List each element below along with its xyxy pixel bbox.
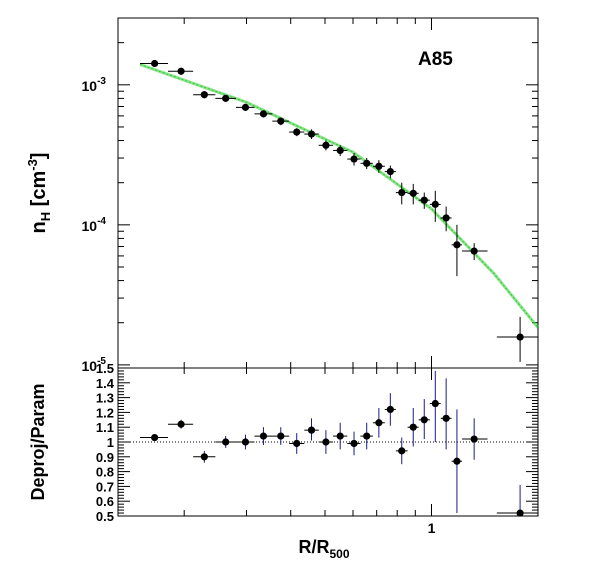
bottom-data-point [409, 423, 417, 431]
top-data-point [398, 188, 406, 197]
top-data-point [241, 103, 250, 111]
bottom-data-points [139, 370, 538, 517]
bottom-y-tick-label: 1.3 [96, 391, 114, 406]
top-data-point [200, 91, 208, 99]
top-y-tick-label-base: 10 [82, 358, 98, 374]
density-profile-panel: 10-310-410-5 A85 nH [cm-3] [25, 17, 540, 374]
bottom-data-point [363, 432, 371, 440]
cluster-annotation: A85 [418, 49, 453, 70]
top-y-tick-labels: 10-310-410-5 [82, 76, 107, 374]
top-y-tick-label: 10-4 [82, 216, 107, 234]
bottom-data-point [222, 438, 230, 446]
top-data-point [151, 59, 159, 68]
top-data-point [350, 155, 358, 163]
top-data-point [431, 200, 439, 208]
top-y-tick-label-base: 10 [82, 78, 98, 94]
y-label-sub: H [38, 212, 53, 221]
bottom-y-axis-label: Deproj/Param [28, 383, 48, 500]
top-data-point [177, 67, 185, 75]
bottom-data-point [277, 432, 285, 440]
bottom-data-point [200, 453, 208, 461]
bottom-data-point [293, 439, 301, 448]
top-data-point [363, 159, 371, 167]
top-data-point [375, 162, 383, 170]
bottom-x-tick-label: 1 [428, 520, 436, 536]
bottom-data-point [470, 435, 478, 443]
top-data-point [470, 247, 478, 255]
bottom-y-tick-label: 0.7 [96, 479, 114, 494]
bottom-data-point [336, 432, 344, 440]
bottom-data-point [375, 419, 383, 427]
bottom-data-point [386, 405, 394, 414]
bottom-data-point [350, 439, 358, 448]
bottom-data-point [442, 414, 450, 422]
bottom-data-point [151, 433, 159, 442]
top-y-tick-label: 10-5 [82, 356, 107, 374]
top-data-point [453, 241, 461, 249]
y-label-unit-open: [cm [28, 171, 50, 212]
bottom-data-point [241, 438, 250, 446]
bottom-data-point [177, 420, 185, 428]
top-y-tick-label-exp: -5 [97, 356, 106, 367]
bottom-y-tick-label: 1.1 [96, 420, 114, 435]
x-label-base: R/R [298, 537, 329, 557]
bottom-data-point [259, 432, 268, 440]
bottom-y-tick-label: 0.5 [96, 509, 114, 524]
top-data-point [277, 117, 285, 125]
top-data-point [222, 94, 230, 102]
x-axis-label: R/R500 [298, 537, 349, 561]
top-y-tick-label-exp: -3 [97, 76, 106, 87]
y-label-unit-sup: -3 [25, 159, 40, 171]
bottom-data-point [420, 416, 428, 424]
top-data-point [386, 168, 394, 176]
top-data-point [420, 196, 428, 204]
bottom-x-tick-labels: 1 [428, 520, 436, 536]
bottom-data-point [398, 447, 406, 455]
bottom-data-point [453, 457, 461, 465]
bottom-data-point [307, 426, 316, 434]
bottom-data-point [322, 438, 330, 446]
top-y-tick-label: 10-3 [82, 76, 107, 94]
top-data-point [322, 141, 330, 149]
bottom-y-tick-label: 0.8 [96, 465, 114, 480]
bottom-y-tick-label: 1.4 [96, 376, 115, 391]
top-data-point [442, 214, 450, 222]
top-data-point [259, 110, 268, 118]
top-data-point [516, 333, 524, 341]
top-axis-ticks [118, 17, 539, 368]
bottom-data-point [516, 509, 524, 517]
x-label-sub: 500 [329, 547, 349, 561]
top-data-point [293, 128, 301, 136]
top-y-tick-label-exp: -4 [97, 216, 106, 227]
top-y-axis-label: nH [cm-3] [25, 153, 53, 234]
fit-band [139, 62, 540, 329]
bottom-y-tick-label: 0.9 [96, 450, 114, 465]
top-y-tick-label-base: 10 [82, 218, 98, 234]
bottom-y-tick-label: 1.5 [96, 361, 114, 376]
bottom-y-tick-labels: 0.50.60.70.80.911.11.21.31.41.5 [96, 361, 115, 524]
top-data-point [336, 146, 344, 155]
bottom-y-tick-label: 0.6 [96, 494, 114, 509]
top-data-point [409, 189, 417, 197]
bottom-y-tick-label: 1.2 [96, 405, 114, 420]
ratio-panel: 0.50.60.70.80.911.11.21.31.41.5 1 Deproj… [28, 361, 539, 561]
top-data-points [139, 59, 538, 362]
top-fit-band [139, 62, 540, 329]
y-label-unit-close: ] [28, 153, 50, 160]
fit-line [139, 63, 539, 328]
bottom-y-tick-label: 1 [107, 435, 114, 450]
bottom-data-point [431, 399, 439, 408]
top-data-point [307, 130, 316, 138]
y-label-base: n [28, 221, 50, 233]
